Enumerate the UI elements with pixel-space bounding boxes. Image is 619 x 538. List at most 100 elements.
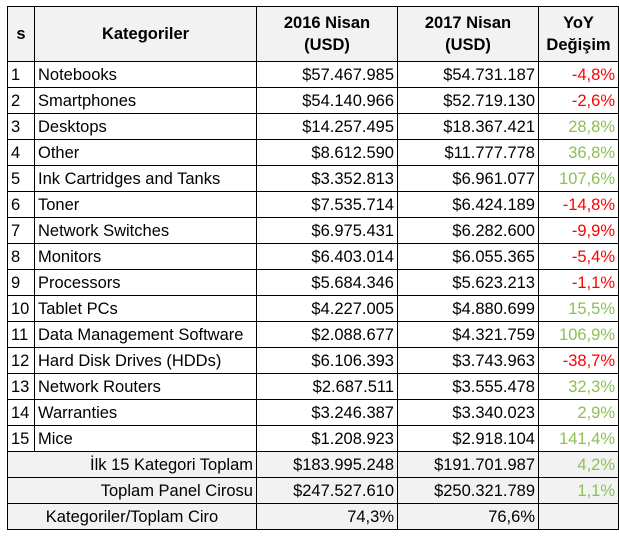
yoy-change: 141,4% (538, 425, 619, 452)
table-row: 1 Notebooks $57.467.985 $54.731.187 -4,8% (7, 61, 619, 88)
yoy-change: -14,8% (538, 191, 619, 218)
category-name: Notebooks (34, 61, 257, 88)
header-2016: 2016 Nisan (USD) (256, 6, 398, 62)
total-yoy-change: 4,2% (538, 451, 619, 478)
value-2016: $1.208.923 (256, 425, 398, 452)
value-2017: $6.055.365 (397, 243, 539, 270)
value-2017: $4.321.759 (397, 321, 539, 348)
yoy-change: 107,6% (538, 165, 619, 192)
total-value-2017: 76,6% (397, 503, 539, 530)
value-2016: $5.684.346 (256, 269, 398, 296)
total-row-panel: Toplam Panel Cirosu $247.527.610 $250.32… (7, 477, 619, 504)
total-value-2016: $183.995.248 (256, 451, 398, 478)
yoy-change: -9,9% (538, 217, 619, 244)
total-row-ratio: Kategoriler/Toplam Ciro 74,3% 76,6% (7, 503, 619, 530)
value-2017: $6.282.600 (397, 217, 539, 244)
category-name: Hard Disk Drives (HDDs) (34, 347, 257, 374)
value-2017: $18.367.421 (397, 113, 539, 140)
row-number: 8 (7, 243, 35, 270)
category-name: Monitors (34, 243, 257, 270)
value-2017: $52.719.130 (397, 87, 539, 114)
total-label: Toplam Panel Cirosu (7, 477, 257, 504)
yoy-change: 15,5% (538, 295, 619, 322)
category-name: Tablet PCs (34, 295, 257, 322)
yoy-change: 106,9% (538, 321, 619, 348)
total-label: Kategoriler/Toplam Ciro (7, 503, 257, 530)
value-2016: $14.257.495 (256, 113, 398, 140)
row-number: 11 (7, 321, 35, 348)
row-number: 2 (7, 87, 35, 114)
header-2017: 2017 Nisan (USD) (397, 6, 539, 62)
value-2016: $3.352.813 (256, 165, 398, 192)
category-name: Network Routers (34, 373, 257, 400)
table-row: 11 Data Management Software $2.088.677 $4.3… (7, 321, 619, 348)
table-row: 15 Mice $1.208.923 $2.918.104 141,4% (7, 425, 619, 452)
category-name: Warranties (34, 399, 257, 426)
value-2017: $11.777.778 (397, 139, 539, 166)
value-2017: $5.623.213 (397, 269, 539, 296)
table-row: 7 Network Switches $6.975.431 $6.282.600 -9,… (7, 217, 619, 244)
header-category: Kategoriler (34, 6, 257, 62)
total-yoy-change (538, 503, 619, 530)
category-name: Toner (34, 191, 257, 218)
yoy-change: -1,1% (538, 269, 619, 296)
value-2017: $6.961.077 (397, 165, 539, 192)
yoy-change: -5,4% (538, 243, 619, 270)
category-name: Other (34, 139, 257, 166)
value-2016: $7.535.714 (256, 191, 398, 218)
header-row: s Kategoriler 2016 Nisan (USD) 2017 Nisa… (7, 6, 619, 62)
category-name: Processors (34, 269, 257, 296)
row-number: 7 (7, 217, 35, 244)
total-value-2017: $191.701.987 (397, 451, 539, 478)
value-2017: $3.340.023 (397, 399, 539, 426)
value-2016: $4.227.005 (256, 295, 398, 322)
category-name: Data Management Software (34, 321, 257, 348)
category-name: Mice (34, 425, 257, 452)
total-yoy-change: 1,1% (538, 477, 619, 504)
value-2016: $6.106.393 (256, 347, 398, 374)
table-row: 9 Processors $5.684.346 $5.623.213 -1,1% (7, 269, 619, 296)
table-row: 8 Monitors $6.403.014 $6.055.365 -5,4% (7, 243, 619, 270)
table-row: 10 Tablet PCs $4.227.005 $4.880.699 15,5% (7, 295, 619, 322)
category-name: Network Switches (34, 217, 257, 244)
table-row: 4 Other $8.612.590 $11.777.778 36,8% (7, 139, 619, 166)
header-2017-line2: (USD) (445, 36, 491, 54)
category-name: Smartphones (34, 87, 257, 114)
yoy-change: -38,7% (538, 347, 619, 374)
header-yoy-line1: YoY (563, 14, 594, 32)
table-row: 3 Desktops $14.257.495 $18.367.421 28,8% (7, 113, 619, 140)
category-name: Desktops (34, 113, 257, 140)
value-2017: $2.918.104 (397, 425, 539, 452)
row-number: 6 (7, 191, 35, 218)
value-2016: $54.140.966 (256, 87, 398, 114)
table-row: 13 Network Routers $2.687.511 $3.555.478 32,… (7, 373, 619, 400)
header-2017-line1: 2017 Nisan (424, 14, 512, 32)
table-row: 5 Ink Cartridges and Tanks $3.352.813 $6.96… (7, 165, 619, 192)
value-2017: $3.743.963 (397, 347, 539, 374)
value-2017: $6.424.189 (397, 191, 539, 218)
value-2016: $6.975.431 (256, 217, 398, 244)
value-2016: $6.403.014 (256, 243, 398, 270)
yoy-change: -2,6% (538, 87, 619, 114)
row-number: 4 (7, 139, 35, 166)
table-row: 12 Hard Disk Drives (HDDs) $6.106.393 $3.74… (7, 347, 619, 374)
row-number: 13 (7, 373, 35, 400)
header-2016-line2: (USD) (304, 36, 350, 54)
row-number: 14 (7, 399, 35, 426)
total-value-2016: 74,3% (256, 503, 398, 530)
value-2016: $8.612.590 (256, 139, 398, 166)
category-name: Ink Cartridges and Tanks (34, 165, 257, 192)
yoy-change: 36,8% (538, 139, 619, 166)
row-number: 9 (7, 269, 35, 296)
header-yoy: YoY Değişim (538, 6, 619, 62)
header-yoy-line2: Değişim (546, 36, 611, 54)
value-2017: $4.880.699 (397, 295, 539, 322)
table-row: 6 Toner $7.535.714 $6.424.189 -14,8% (7, 191, 619, 218)
value-2016: $2.088.677 (256, 321, 398, 348)
header-2016-line1: 2016 Nisan (283, 14, 371, 32)
row-number: 1 (7, 61, 35, 88)
row-number: 3 (7, 113, 35, 140)
yoy-change: -4,8% (538, 61, 619, 88)
yoy-change: 2,9% (538, 399, 619, 426)
value-2017: $54.731.187 (397, 61, 539, 88)
